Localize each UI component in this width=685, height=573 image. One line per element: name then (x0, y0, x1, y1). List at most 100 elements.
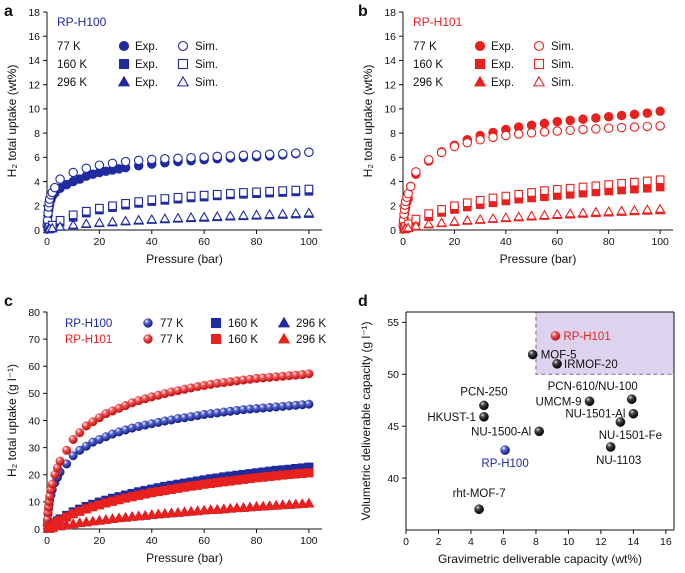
data-point-circle-sim (251, 150, 262, 160)
legend-exp-label: Exp. (491, 77, 514, 89)
y-axis-label: H₂ total uptake (g l⁻¹) (5, 364, 19, 477)
panel-b-chart: 0 20 40 60 80 100 0 2 4 6 8 10 12 14 16 18 Pressure (bar… (361, 7, 673, 266)
data-point-circle-sim (50, 182, 60, 193)
material-point (628, 408, 639, 419)
data-point-triangle-sim (629, 204, 640, 215)
x-tick-label: 0 (44, 236, 50, 248)
material-label: NU-1103 (596, 455, 641, 467)
data-point-square-sim (95, 203, 104, 213)
legend-marker (277, 332, 291, 344)
material-point (605, 442, 616, 452)
y-tick-label: 6 (390, 152, 396, 164)
data-point-square-sim (591, 181, 601, 191)
legend-exp-label: Exp. (491, 41, 514, 53)
data-point-triangle-sim (539, 209, 550, 219)
data-point-circle-sim (225, 151, 236, 161)
data-point-circle-exp (552, 116, 563, 127)
data-point-square-sim (134, 197, 144, 206)
data-point-square-sim (655, 175, 665, 185)
legend-marker-sim (177, 58, 189, 70)
data-point-sphere-blue (75, 445, 85, 455)
panel-d-chart: 0 2 4 6 8 10 12 14 16 40 45 50 55 Gravimetric deliver… (359, 311, 675, 566)
data-point-circle-sim (462, 138, 473, 148)
data-point-circle-sim (642, 121, 653, 132)
data-point-circle-sim (655, 121, 665, 131)
x-tick-label: 4 (468, 536, 474, 548)
data-point-circle-exp (565, 115, 575, 126)
data-point-square-sim (604, 180, 614, 189)
y-tick-label: 50 (387, 369, 399, 381)
legend-sim-label: Sim. (551, 41, 574, 53)
data-point-square-sim (527, 188, 536, 197)
data-point-circle-exp (655, 106, 665, 117)
data-point-circle-sim (81, 163, 92, 173)
data-point-triangle-sim (402, 222, 414, 232)
data-point-triangle-sim (225, 210, 236, 220)
data-point-square-sim (304, 184, 314, 194)
data-point-circle-sim (501, 130, 511, 141)
legend-temperature: 296 K (296, 334, 326, 346)
material-label: HKUST-1 (427, 412, 476, 424)
data-point-triangle-sim (654, 203, 666, 213)
data-point-triangle-sim (436, 217, 447, 227)
data-point-triangle-sim (487, 212, 499, 223)
data-point-square-sim (552, 185, 562, 194)
y-tick-label: 0 (390, 225, 396, 237)
x-axis-label: Pressure (bar) (146, 252, 223, 266)
y-tick-label: 18 (384, 7, 396, 19)
x-tick-label: 8 (533, 536, 539, 548)
data-point-triangle-sim (277, 208, 289, 218)
legend-temperature: 77 K (57, 41, 81, 53)
material-point (474, 504, 484, 515)
material-label: rht-MOF-7 (453, 488, 506, 500)
legend-title: RP-H101 (413, 15, 463, 29)
data-point-triangle-sim (185, 211, 197, 222)
data-point-circle-sim (603, 123, 614, 134)
legend-temperature: 160 K (57, 59, 87, 71)
data-point-triangle-sim (107, 216, 118, 226)
legend-temperature: 77 K (160, 318, 184, 330)
legend-temperature: 296 K (57, 77, 87, 89)
data-point-circle-sim (147, 154, 157, 165)
data-point-square-sim (514, 189, 524, 199)
legend-marker-sim (177, 40, 189, 52)
legend-sim-label: Sim. (195, 41, 218, 53)
data-point-triangle-sim (500, 212, 512, 222)
data-point-sphere-blue (304, 399, 314, 409)
data-point-circle-exp (539, 118, 550, 129)
data-point-circle-sim (411, 167, 421, 177)
legend-exp-label: Exp. (135, 77, 158, 89)
y-tick-label: 50 (28, 388, 40, 400)
data-point-triangle-sim (577, 207, 589, 217)
legend-sim-label: Sim. (195, 77, 218, 89)
data-point-square-sim (475, 195, 485, 205)
data-point-square-exp (655, 182, 665, 192)
data-point-sphere-red (88, 417, 98, 427)
y-axis-label: H₂ total uptake (wt%) (5, 65, 19, 178)
data-point-circle-sim (212, 151, 222, 162)
y-tick-label: 30 (28, 442, 40, 454)
data-point-square-sim (108, 201, 117, 211)
data-point-square-sim (239, 188, 248, 197)
legend-temperature: 296 K (413, 77, 443, 89)
material-label: IRMOF-20 (564, 359, 618, 371)
y-tick-label: 18 (28, 7, 40, 19)
y-tick-label: 40 (28, 415, 40, 427)
data-point-circle-exp (642, 108, 653, 118)
data-point-square-sim (160, 194, 170, 203)
data-point-square-sim (121, 199, 130, 208)
legend-series-name: RP-H100 (65, 318, 112, 330)
data-point-square-sim (291, 185, 301, 195)
legend-sim-label: Sim. (551, 77, 574, 89)
legend-temperature: 160 K (228, 318, 258, 330)
x-tick-label: 12 (595, 536, 607, 548)
x-tick-label: 100 (300, 236, 318, 248)
data-point-circle-exp (603, 112, 614, 122)
material-point (615, 417, 626, 427)
material-label: PCN-610/NU-100 (548, 381, 638, 393)
material-point (527, 349, 538, 360)
data-point-circle-sim (173, 153, 183, 164)
legend-marker-sim (533, 58, 545, 70)
y-tick-label: 4 (34, 176, 40, 188)
data-point-circle-sim (107, 158, 118, 169)
